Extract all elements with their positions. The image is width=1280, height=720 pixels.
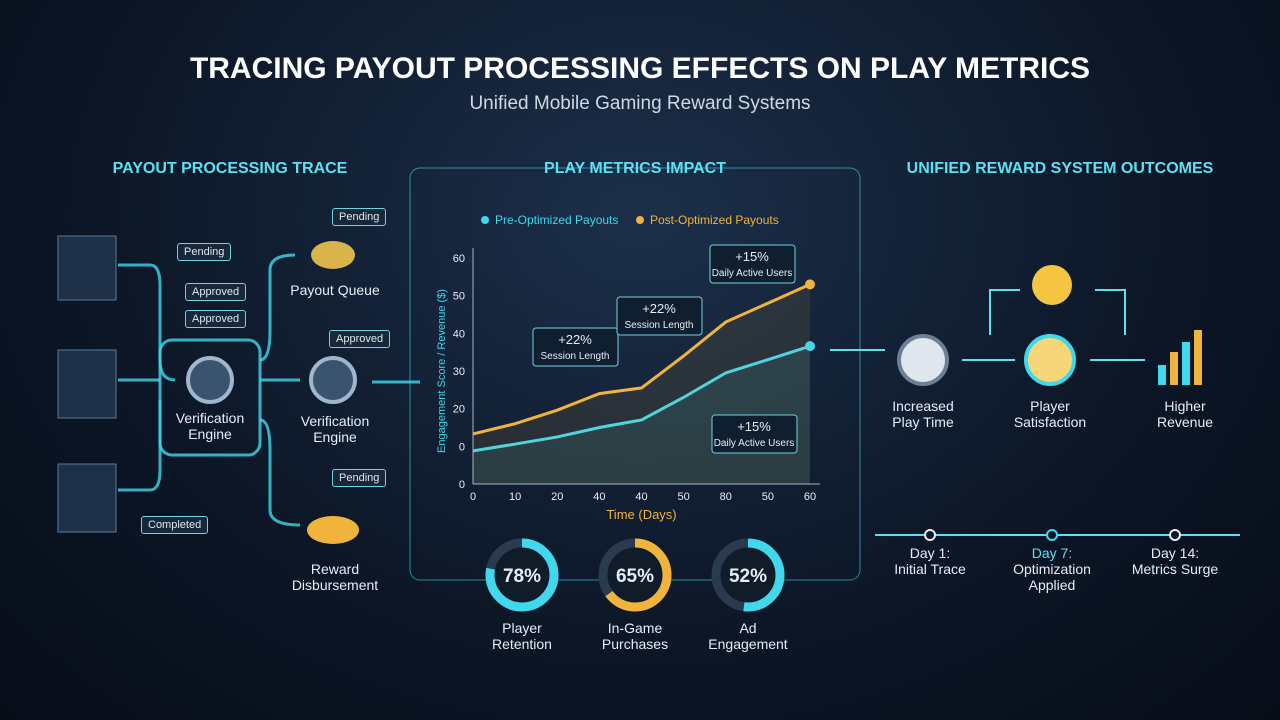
end-point	[805, 279, 815, 290]
status-tag: Approved	[185, 310, 247, 328]
x-tick-label: 60	[804, 491, 816, 503]
node-label: Payout Queue	[290, 282, 380, 298]
callout-text: Session Length	[625, 320, 694, 331]
x-tick-label: 40	[635, 491, 647, 503]
x-tick-label: 10	[509, 491, 521, 503]
status-tag: Approved	[329, 330, 391, 348]
section-heading: PLAY METRICS IMPACT	[544, 160, 726, 177]
outcome-label: Player Satisfaction	[1013, 398, 1087, 430]
donut-arc	[485, 538, 559, 612]
timeline-text: Metrics Surge	[1131, 561, 1219, 577]
donut-arc	[711, 538, 785, 612]
callout-value: +15%	[735, 249, 769, 264]
timeline-text: Initial Trace	[894, 561, 966, 577]
annotation: +15% Daily Active Users	[709, 244, 796, 284]
section-heading: PAYOUT PROCESSING TRACE	[112, 160, 348, 177]
x-tick-label: 0	[470, 491, 476, 503]
status-tag: Pending	[332, 469, 387, 487]
y-tick-label: 20	[453, 404, 465, 416]
x-tick-label: 80	[720, 491, 732, 503]
node-label: Verification Engine	[175, 410, 245, 442]
timeline-step: Day 14:	[1150, 545, 1200, 561]
node-label: Verification Engine	[300, 413, 370, 445]
status-tag: Completed	[141, 516, 209, 534]
end-point	[805, 341, 815, 352]
section-heading: UNIFIED REWARD SYSTEM OUTCOMES	[906, 160, 1214, 177]
callout-text: Daily Active Users	[714, 438, 795, 449]
callout-value: +15%	[737, 419, 771, 434]
annotation: +15% Daily Active Users	[711, 414, 798, 454]
donut-arc	[598, 538, 672, 612]
line	[472, 344, 811, 453]
callout-box	[532, 327, 619, 367]
trace-lines	[118, 253, 420, 527]
legend-label: Post-Optimized Payouts	[650, 213, 779, 227]
donut-value: 65%	[616, 566, 654, 587]
legend-swatch	[636, 216, 644, 224]
timeline-dot	[924, 529, 936, 541]
x-tick-label: 50	[678, 491, 690, 503]
donut-label: In-Game Purchases	[601, 620, 669, 652]
x-tick-label: 20	[551, 491, 563, 503]
callout-box	[616, 296, 703, 336]
status-tag: Pending	[332, 208, 387, 226]
callout-text: Daily Active Users	[712, 268, 793, 279]
callout-box	[709, 244, 796, 284]
x-axis-label: Time (Days)	[606, 507, 676, 522]
callout-text: Session Length	[541, 351, 610, 362]
timeline-dot	[1169, 529, 1181, 541]
status-tag: Approved	[185, 283, 247, 301]
subtitle: Unified Mobile Gaming Reward Systems	[469, 93, 811, 114]
timeline-text: Optimization Applied	[1013, 561, 1091, 593]
legend-label: Pre-Optimized Payouts	[495, 213, 618, 227]
donut-value: 52%	[729, 566, 767, 587]
line	[472, 282, 811, 436]
callout-value: +22%	[642, 301, 676, 316]
y-tick-label: 40	[453, 328, 465, 340]
y-tick-label: 30	[453, 366, 465, 378]
y-tick-label: 50	[453, 291, 465, 303]
donut-label: Ad Engagement	[708, 620, 788, 652]
timeline-dot	[1046, 529, 1058, 541]
callout-box	[711, 414, 798, 454]
legend-swatch	[481, 216, 489, 224]
donut-label: Player Retention	[492, 620, 552, 652]
outcome-label: Increased Play Time	[892, 398, 954, 430]
y-tick-label: 0	[459, 441, 465, 453]
callout-value: +22%	[558, 332, 592, 347]
donut-value: 78%	[503, 566, 541, 587]
node-label: Reward Disbursement	[291, 561, 379, 593]
status-tag: Pending	[177, 243, 232, 261]
outcome-label: Higher Revenue	[1156, 398, 1214, 430]
annotation: +22% Session Length	[616, 296, 703, 336]
timeline-step: Day 1:	[909, 545, 951, 561]
title: TRACING PAYOUT PROCESSING EFFECTS ON PLA…	[189, 52, 1091, 85]
x-tick-label: 40	[593, 491, 605, 503]
annotation: +22% Session Length	[532, 327, 619, 367]
x-tick-label: 50	[762, 491, 774, 503]
server-racks	[57, 235, 117, 533]
timeline-step: Day 7:	[1031, 545, 1073, 561]
icons	[186, 241, 1202, 544]
y-axis-label: Engagement Score / Revenue ($)	[436, 289, 448, 453]
y-tick-label: 60	[453, 253, 465, 265]
y-tick-label: 0	[459, 479, 465, 491]
